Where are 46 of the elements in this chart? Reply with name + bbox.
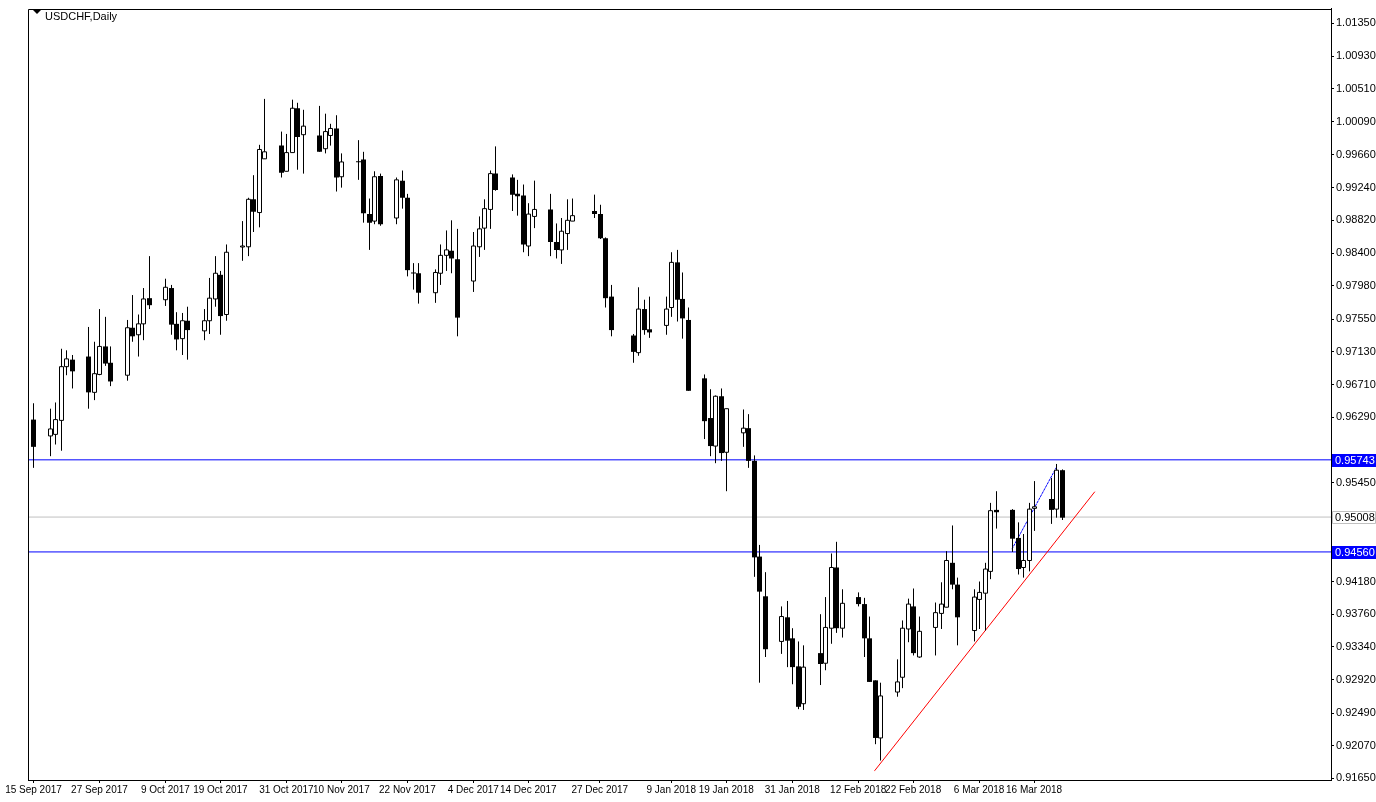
ref-line-label: 0.95743 xyxy=(1335,454,1375,467)
x-tick-label: 10 Nov 2017 xyxy=(313,783,371,795)
x-tick-label: 12 Feb 2018 xyxy=(830,783,887,795)
y-tick-label: 0.98820 xyxy=(1336,213,1376,226)
y-tick-label: 0.96290 xyxy=(1336,410,1376,423)
y-tick-label: 0.98400 xyxy=(1336,246,1376,259)
x-tick-label: 16 Mar 2018 xyxy=(1006,783,1063,795)
y-tick-label: 1.00930 xyxy=(1336,49,1376,62)
y-tick-label: 0.92070 xyxy=(1336,738,1376,751)
x-tick-label: 9 Jan 2018 xyxy=(646,783,697,795)
x-tick-label: 4 Dec 2017 xyxy=(447,783,500,795)
y-tick-label: 1.00510 xyxy=(1336,81,1376,94)
x-tick-label: 22 Nov 2017 xyxy=(379,783,437,795)
x-tick-label: 27 Dec 2017 xyxy=(571,783,629,795)
x-tick-label: 22 Feb 2018 xyxy=(885,783,942,795)
y-tick-label: 0.95450 xyxy=(1336,475,1376,488)
x-tick-label: 6 Mar 2018 xyxy=(953,783,1005,795)
y-tick-label: 1.01350 xyxy=(1336,16,1376,29)
y-tick-label: 0.91650 xyxy=(1336,771,1376,784)
y-tick-label: 0.93760 xyxy=(1336,607,1376,620)
x-tick-label: 15 Sep 2017 xyxy=(5,783,63,795)
y-tick-label: 0.94180 xyxy=(1336,574,1376,587)
y-tick-label: 0.97550 xyxy=(1336,312,1376,325)
y-tick-label: 1.00090 xyxy=(1336,114,1376,127)
x-tick-label: 27 Sep 2017 xyxy=(71,783,129,795)
x-tick-label: 19 Oct 2017 xyxy=(193,783,249,795)
y-tick-label: 0.99660 xyxy=(1336,147,1376,160)
chart-title: USDCHF,Daily xyxy=(45,9,118,22)
y-tick-label: 0.93340 xyxy=(1336,639,1376,652)
y-tick-label: 0.92490 xyxy=(1336,706,1376,719)
y-tick-label: 0.92920 xyxy=(1336,672,1376,685)
x-tick-label: 14 Dec 2017 xyxy=(499,783,558,795)
x-tick-label: 31 Jan 2018 xyxy=(764,783,821,795)
y-tick-label: 0.97130 xyxy=(1336,344,1376,357)
x-tick-label: 9 Oct 2017 xyxy=(140,783,191,795)
x-tick-label: 31 Oct 2017 xyxy=(259,783,315,795)
x-tick-label: 19 Jan 2018 xyxy=(698,783,755,795)
candlestick xyxy=(411,262,416,291)
y-tick-label: 0.99240 xyxy=(1336,180,1376,193)
candlestick xyxy=(416,262,421,305)
candlestick xyxy=(895,658,900,698)
y-tick-label: 0.96710 xyxy=(1336,377,1376,390)
ref-line-label: 0.94560 xyxy=(1335,546,1375,559)
ref-line-label: 0.95008 xyxy=(1335,511,1375,524)
y-tick-label: 0.97980 xyxy=(1336,278,1376,291)
candlestick xyxy=(592,194,597,219)
